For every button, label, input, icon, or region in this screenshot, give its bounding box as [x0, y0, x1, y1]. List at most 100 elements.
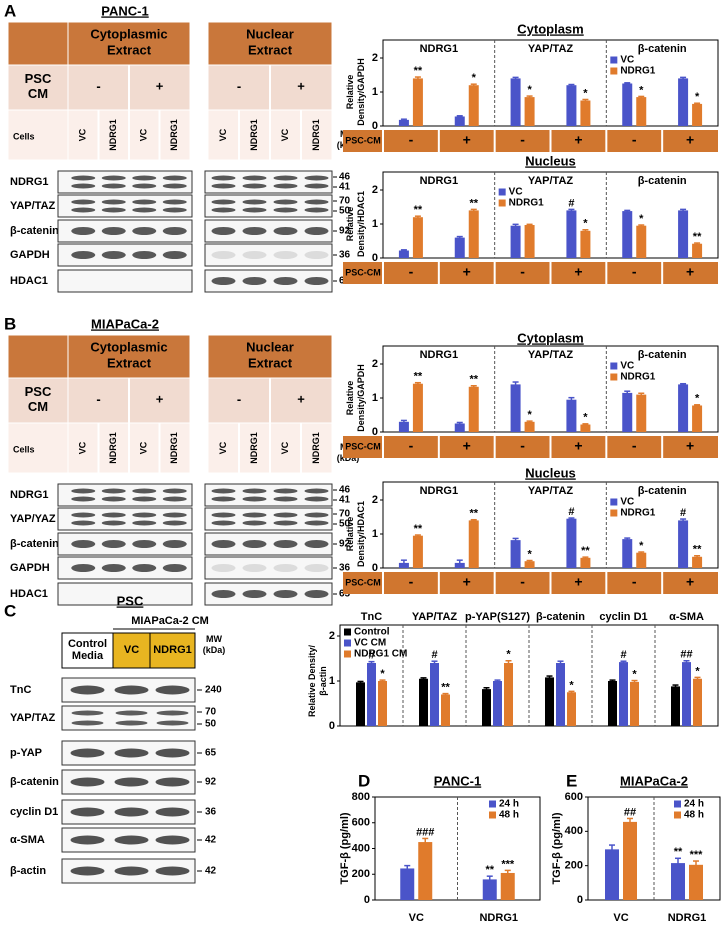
lane-label: NDRG1	[169, 119, 179, 151]
mw-value: 36	[205, 807, 217, 818]
band	[273, 175, 298, 181]
x-tick-label: +	[574, 574, 582, 590]
fraction-label: Extract	[248, 42, 293, 57]
lane-label: NDRG1	[108, 432, 118, 464]
mw-value: 50	[339, 519, 351, 530]
bar	[468, 386, 479, 432]
y-axis-label: Relative	[345, 207, 355, 242]
band	[71, 564, 96, 572]
legend-swatch	[610, 509, 618, 517]
band	[242, 564, 267, 572]
band	[101, 496, 126, 502]
significance: #	[568, 197, 574, 209]
significance: *	[583, 218, 588, 230]
bar	[605, 849, 619, 900]
significance: ##	[624, 806, 636, 818]
band	[101, 183, 126, 189]
x-tick-label: YAP/TAZ	[412, 611, 458, 623]
band	[273, 183, 298, 189]
bar	[556, 663, 565, 726]
band	[304, 199, 329, 205]
band	[101, 564, 126, 572]
significance: *	[632, 668, 637, 680]
panel-title: MIAPaCa-2	[91, 316, 159, 331]
band	[132, 227, 157, 235]
band	[162, 227, 187, 235]
row-label: β-catenin	[10, 225, 59, 237]
significance: ###	[416, 826, 434, 838]
mw-value: 70	[205, 707, 217, 718]
band	[273, 227, 298, 235]
y-tick-label: 1	[372, 86, 378, 98]
x-tick-label: +	[463, 438, 471, 454]
lane-label: NDRG1	[311, 432, 321, 464]
legend-swatch	[610, 498, 618, 506]
band	[162, 512, 187, 518]
x-tick-label: +	[574, 264, 582, 280]
y-axis-label: TGF-β (pg/ml)	[339, 812, 351, 884]
band	[304, 207, 329, 213]
mw-value: 46	[339, 172, 351, 183]
plot-frame	[382, 39, 719, 127]
bar	[356, 682, 365, 726]
blot-box	[57, 582, 193, 606]
y-tick-label: 0	[372, 252, 378, 264]
y-tick-label: 600	[565, 791, 583, 803]
legend-label: VC	[620, 361, 634, 372]
y-tick-label: 2	[372, 494, 378, 506]
band	[155, 835, 190, 845]
bar	[622, 211, 633, 258]
legend-label: 24 h	[499, 799, 519, 810]
significance: **	[414, 371, 423, 383]
band	[273, 199, 298, 205]
group-label: β-catenin	[638, 175, 687, 187]
band	[70, 748, 105, 758]
band	[71, 175, 96, 181]
lane-label: VC	[218, 441, 228, 454]
fraction-label: Nuclear	[246, 339, 294, 354]
header-cell	[207, 334, 333, 379]
significance: **	[693, 544, 702, 556]
blot-box	[61, 705, 196, 731]
row-label: cyclin D1	[10, 806, 58, 818]
significance: #	[431, 649, 437, 661]
band	[71, 512, 96, 518]
band	[155, 685, 190, 695]
band	[273, 207, 298, 213]
significance: #	[568, 506, 574, 518]
band	[242, 207, 267, 213]
y-tick-label: 1	[329, 675, 335, 687]
bar	[636, 394, 647, 432]
bar	[689, 864, 703, 900]
x-tick-label: -	[409, 438, 414, 454]
y-tick-label: 1	[372, 218, 378, 230]
y-axis-label: Relative	[345, 75, 355, 110]
y-tick-label: 0	[372, 562, 378, 574]
x-tick-label: -	[520, 132, 525, 148]
bar	[454, 116, 465, 126]
x-tick-label: +	[463, 132, 471, 148]
blot-box	[204, 532, 333, 556]
band	[242, 183, 267, 189]
row-label: α-SMA	[10, 834, 45, 846]
chart-title: Nucleus	[525, 153, 576, 168]
band	[242, 512, 267, 518]
legend-label: NDRG1	[509, 198, 544, 209]
y-axis-label: Relative	[345, 517, 355, 552]
band	[242, 175, 267, 181]
bar	[454, 423, 465, 432]
band	[211, 227, 236, 235]
group-label: NDRG1	[420, 485, 459, 497]
group-label: YAP/TAZ	[528, 175, 574, 187]
category-axis-label: PSC-CM	[345, 577, 381, 587]
header-cell	[7, 422, 69, 474]
bar	[622, 83, 633, 126]
band	[70, 777, 105, 787]
y-axis-label: Density/GAPDH	[356, 58, 366, 126]
band	[132, 199, 157, 205]
row-label: p-YAP	[10, 747, 42, 759]
y-tick-label: 400	[352, 842, 370, 854]
band	[132, 540, 157, 548]
band	[162, 199, 187, 205]
band	[101, 175, 126, 181]
